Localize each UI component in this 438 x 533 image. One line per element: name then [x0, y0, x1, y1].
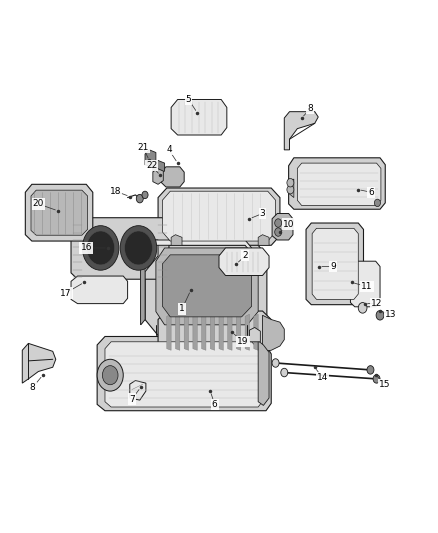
Text: 6: 6 — [212, 400, 218, 409]
Polygon shape — [105, 342, 263, 407]
Circle shape — [281, 368, 288, 377]
Circle shape — [120, 225, 157, 270]
Circle shape — [373, 375, 380, 383]
Text: 15: 15 — [378, 379, 390, 389]
Polygon shape — [289, 158, 385, 209]
Text: 17: 17 — [60, 288, 71, 297]
Polygon shape — [184, 314, 188, 350]
Polygon shape — [145, 240, 267, 335]
Polygon shape — [25, 184, 93, 241]
Text: 7: 7 — [129, 394, 135, 403]
Text: 6: 6 — [368, 188, 374, 197]
Polygon shape — [262, 316, 284, 351]
Circle shape — [275, 219, 282, 227]
Circle shape — [287, 185, 294, 194]
Polygon shape — [156, 248, 258, 325]
Polygon shape — [141, 256, 145, 325]
Circle shape — [142, 191, 148, 199]
Polygon shape — [97, 336, 271, 411]
Circle shape — [97, 359, 123, 391]
Text: 5: 5 — [186, 95, 191, 104]
Polygon shape — [219, 248, 269, 276]
Polygon shape — [130, 381, 146, 400]
Polygon shape — [71, 276, 127, 304]
Polygon shape — [162, 167, 184, 187]
Polygon shape — [237, 314, 241, 350]
Text: 8: 8 — [307, 104, 313, 113]
Polygon shape — [245, 314, 250, 350]
Polygon shape — [219, 314, 223, 350]
Circle shape — [374, 199, 381, 207]
Polygon shape — [350, 261, 380, 307]
Polygon shape — [258, 235, 269, 245]
Circle shape — [124, 231, 152, 265]
Polygon shape — [201, 314, 206, 350]
Text: 16: 16 — [81, 244, 92, 253]
Polygon shape — [141, 240, 158, 325]
Polygon shape — [145, 240, 258, 261]
Text: 2: 2 — [242, 252, 248, 261]
Text: 9: 9 — [330, 262, 336, 271]
Text: 18: 18 — [110, 187, 121, 196]
Circle shape — [136, 195, 143, 203]
Polygon shape — [289, 179, 294, 198]
Text: 1: 1 — [179, 304, 185, 313]
Polygon shape — [258, 341, 269, 406]
Polygon shape — [250, 327, 260, 342]
Text: 3: 3 — [260, 209, 265, 218]
Polygon shape — [254, 314, 258, 350]
Polygon shape — [153, 160, 165, 174]
Text: 19: 19 — [237, 337, 249, 346]
Polygon shape — [306, 223, 364, 305]
Circle shape — [358, 303, 367, 313]
Polygon shape — [210, 314, 215, 350]
Polygon shape — [31, 190, 88, 235]
Text: 21: 21 — [137, 143, 148, 152]
Polygon shape — [284, 112, 318, 150]
Text: 11: 11 — [361, 282, 373, 291]
Text: 20: 20 — [33, 199, 44, 208]
Circle shape — [87, 231, 115, 265]
Text: 22: 22 — [146, 161, 157, 170]
Text: 8: 8 — [30, 383, 35, 392]
Polygon shape — [22, 343, 56, 383]
Polygon shape — [272, 214, 293, 240]
Polygon shape — [193, 314, 197, 350]
Text: 14: 14 — [317, 373, 328, 382]
Polygon shape — [297, 163, 381, 206]
Circle shape — [287, 179, 294, 187]
Polygon shape — [145, 150, 156, 167]
Polygon shape — [71, 217, 169, 279]
Circle shape — [367, 366, 374, 374]
Polygon shape — [312, 228, 358, 300]
Text: 10: 10 — [283, 220, 294, 229]
Polygon shape — [162, 255, 252, 317]
Polygon shape — [158, 188, 280, 245]
Polygon shape — [176, 314, 180, 350]
Polygon shape — [171, 235, 182, 245]
Polygon shape — [167, 314, 171, 350]
Circle shape — [102, 366, 118, 385]
Text: 12: 12 — [371, 299, 382, 308]
Polygon shape — [228, 314, 232, 350]
Polygon shape — [171, 100, 227, 135]
Polygon shape — [153, 168, 163, 184]
Circle shape — [376, 311, 384, 320]
Polygon shape — [158, 311, 271, 353]
Polygon shape — [162, 191, 276, 241]
Circle shape — [272, 359, 279, 367]
Circle shape — [275, 228, 282, 236]
Text: 13: 13 — [385, 310, 397, 319]
Circle shape — [82, 225, 119, 270]
Text: 4: 4 — [166, 146, 172, 155]
